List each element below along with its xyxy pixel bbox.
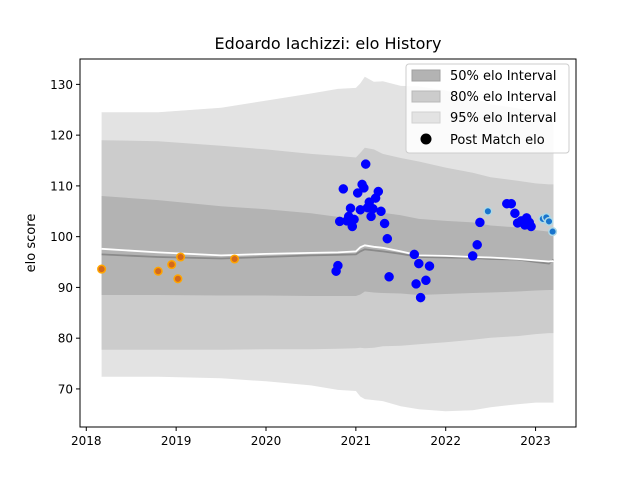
lines-layer [101,244,555,265]
legend-swatch-50 [411,69,441,82]
data-point-blue-21 [379,218,390,229]
data-point-blue-12 [359,183,369,193]
y-tick-label-90: 90 [58,281,73,295]
legend-swatch-95 [411,111,441,124]
x-tick-label-2022: 2022 [430,434,461,448]
legend-frame [405,63,570,154]
legend-label-80: 80% elo Interval [450,90,557,105]
data-point-blue-26 [414,258,424,269]
data-point-blue-29 [424,261,435,271]
plot-area [97,76,558,412]
legend-entry-50: 50% elo Interval [411,69,557,84]
legend-entry-95: 95% elo Interval [411,111,557,126]
legend-label-50: 50% elo Interval [450,69,557,84]
x-tick-label-2023: 2023 [520,434,551,448]
x-tick-label-2020: 2020 [251,434,282,448]
data-point-orange-5 [230,254,240,264]
plot-frame [79,58,577,428]
band-50-area [101,196,554,296]
data-point-blue-19 [373,186,384,197]
data-point-light-3 [544,216,554,226]
y-axis-label: elo score [24,214,39,273]
data-point-blue-28 [421,275,431,286]
data-point-light-4 [548,227,558,237]
data-point-orange-1 [153,266,163,276]
y-axis: 70 80 90 100 110 120 130 [50,78,80,396]
data-point-blue-23 [384,272,394,282]
data-point-orange-2 [167,260,177,270]
chart-title: Edoardo Iachizzi: elo History [215,34,442,53]
band-50-layer [101,196,554,296]
data-point-blue-34 [506,198,517,209]
legend-entry-80: 80% elo Interval [411,90,557,105]
data-point-blue-32 [475,217,485,228]
data-point-blue-3 [338,184,349,194]
data-point-blue-30 [467,251,478,261]
x-tick-label-2019: 2019 [161,434,192,448]
y-tick-label-120: 120 [50,129,73,143]
legend-label-95: 95% elo Interval [450,111,557,126]
data-point-blue-8 [349,214,359,225]
data-point-blue-31 [472,240,482,250]
data-point-orange-0 [97,264,107,274]
y-tick-label-130: 130 [50,78,73,92]
legend-entry-post-match: Post Match elo [420,133,545,148]
y-tick-label-100: 100 [50,230,73,244]
data-point-blue-35 [510,208,520,219]
data-point-blue-27 [415,292,426,303]
legend-swatch-80 [411,90,441,103]
median-line [101,244,554,263]
y-tick-label-110: 110 [50,179,73,193]
data-point-blue-9 [352,188,363,198]
data-point-blue-1 [333,260,343,271]
x-tick-label-2021: 2021 [341,434,372,448]
data-point-blue-41 [526,221,536,232]
points-layer [97,159,558,303]
x-axis: 2018 2019 2020 2021 2022 2023 [71,427,551,448]
y-tick-label-80: 80 [58,332,73,346]
y-tick-label-70: 70 [58,382,73,396]
legend-label-post-match: Post Match elo [450,133,545,148]
data-point-blue-6 [345,203,356,213]
data-point-blue-17 [368,203,378,214]
data-point-blue-13 [360,159,371,169]
data-point-blue-20 [376,206,386,217]
data-point-blue-22 [382,233,393,244]
data-point-blue-25 [411,279,421,289]
data-point-light-0 [483,206,493,216]
legend: 50% elo Interval 80% elo Interval 95% el… [405,63,570,154]
data-point-orange-3 [173,274,183,284]
x-tick-label-2018: 2018 [71,434,102,448]
data-point-blue-24 [409,249,420,260]
legend-marker-post-match [420,133,432,145]
data-point-orange-4 [176,252,186,262]
